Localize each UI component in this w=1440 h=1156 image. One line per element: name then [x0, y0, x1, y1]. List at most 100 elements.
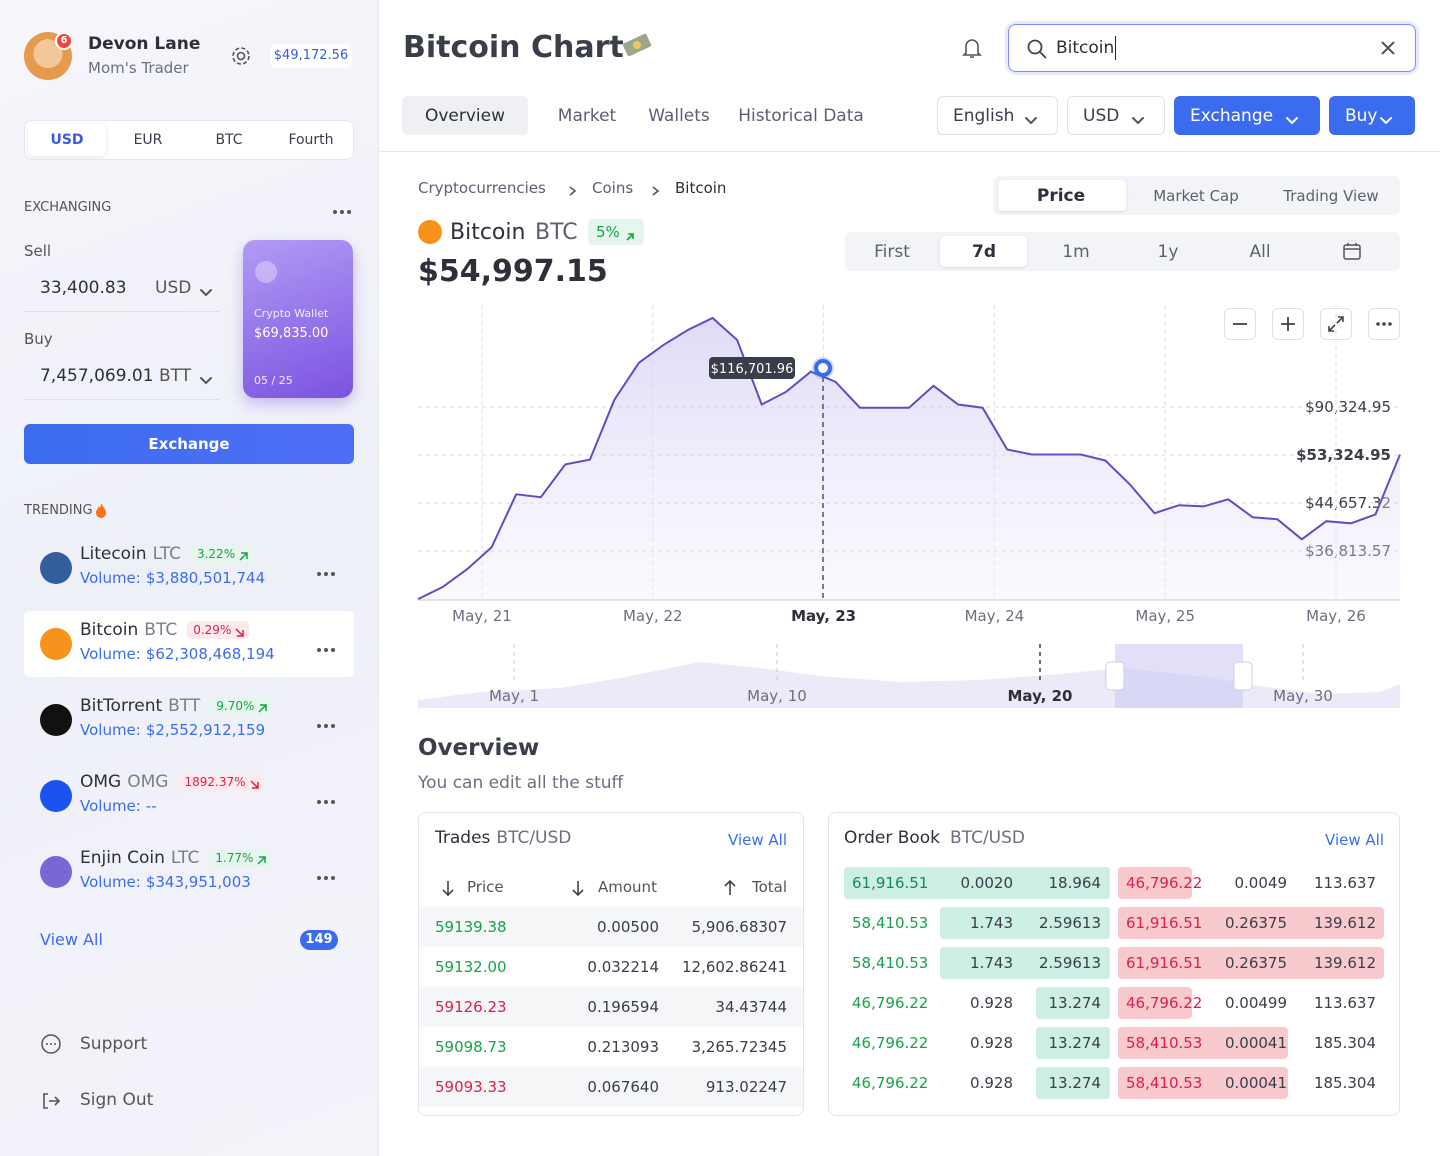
pair: BTC/USD [496, 828, 572, 848]
range-tab[interactable]: 7d [972, 242, 996, 262]
currency-tab[interactable]: Fourth [288, 132, 334, 148]
ask-price: 46,796.22 [1126, 873, 1203, 892]
settings-icon [230, 45, 252, 67]
section-heading: TRENDING [24, 503, 93, 518]
control-glyph [1376, 322, 1392, 326]
nav-link[interactable]: Support [80, 1034, 148, 1054]
view-all[interactable]: View All [728, 830, 787, 849]
row-stripe [419, 1067, 803, 1107]
row-stripe [419, 987, 803, 1027]
coin-symbol: BTC [144, 620, 178, 640]
fire-icon-glyph [96, 503, 106, 518]
chart-control[interactable] [1272, 308, 1304, 340]
change-pill: 1.77% [209, 849, 272, 867]
chart-control[interactable] [1320, 308, 1352, 340]
user-role: Mom's Trader [88, 58, 189, 77]
title: Trades [435, 828, 491, 848]
count: 149 [305, 932, 333, 947]
ask-price: 46,796.22 [1126, 993, 1203, 1012]
range-tab[interactable]: 1y [1157, 242, 1179, 262]
volume-row: Volume: $343,951,003 [80, 873, 251, 891]
trade-total: 3,265.72345 [691, 1037, 787, 1056]
navigator-handle [1233, 661, 1253, 691]
range-tabs [845, 232, 1400, 271]
volume: $343,951,003 [145, 873, 251, 891]
currency-select[interactable] [1067, 96, 1165, 135]
breadcrumb-item[interactable]: Cryptocurrencies [418, 178, 546, 197]
price-label: $90,324.95 [1305, 398, 1391, 416]
bid-amount: 0.928 [970, 1073, 1013, 1092]
trade-total: 5,906.68307 [691, 917, 787, 936]
range-tab[interactable]: 1m [1062, 242, 1090, 262]
arrow [249, 780, 259, 789]
x-label: May, 26 [1306, 607, 1366, 625]
view-all[interactable]: View All [40, 930, 103, 949]
trade-total: 913.02247 [705, 1077, 787, 1096]
range-tab[interactable]: First [874, 242, 910, 262]
sort-icon-glyph [572, 881, 584, 897]
currency-tab[interactable]: EUR [133, 132, 163, 148]
chevron-glyph [1380, 117, 1392, 125]
currency-tab[interactable]: USD [50, 132, 84, 148]
ask-depth [1118, 947, 1384, 979]
trend-arrow [625, 227, 635, 241]
language-select[interactable] [937, 96, 1058, 135]
trade-price: 59093.33 [435, 1077, 507, 1096]
coin-icon [40, 704, 72, 736]
wallet-card [243, 240, 353, 398]
search-box[interactable] [1008, 24, 1416, 72]
bid-amount: 1.743 [970, 953, 1013, 972]
navigator-label: May, 20 [1008, 687, 1073, 705]
chevron-glyph [1025, 117, 1037, 125]
change: 3.22% [196, 547, 236, 561]
card-name: Crypto Wallet [254, 306, 329, 320]
trend-arrow [258, 702, 268, 716]
section-title: Overview [418, 735, 540, 761]
chart-tab[interactable]: Price [1036, 186, 1086, 206]
ask-amount: 0.00041 [1224, 1073, 1287, 1092]
coin-name-row: Enjin Coin LTC 1.77% [80, 848, 272, 868]
exchange-menu[interactable] [1174, 96, 1320, 135]
control-glyph [1328, 316, 1344, 332]
card-amount: $69,835.00 [254, 326, 329, 341]
ask-depth [1118, 1027, 1288, 1059]
currency-tab[interactable]: BTC [215, 132, 243, 148]
nav-tab[interactable]: Historical Data [738, 106, 864, 126]
chart-tab[interactable]: Trading View [1283, 186, 1379, 205]
bid-price: 46,796.22 [852, 993, 929, 1012]
tooltip-box [709, 357, 795, 379]
nav-tab[interactable]: Wallets [648, 106, 710, 126]
range-tab[interactable]: All [1249, 242, 1271, 262]
bid-total: 18.964 [1048, 873, 1102, 892]
nav-tab[interactable]: Market [557, 106, 617, 126]
chart-tab[interactable]: Market Cap [1153, 186, 1239, 205]
buy-menu[interactable] [1329, 96, 1415, 135]
bid-price: 46,796.22 [852, 1033, 929, 1052]
chart-control[interactable] [1368, 308, 1400, 340]
count-badge [300, 930, 338, 950]
nav-link[interactable]: Sign Out [80, 1090, 154, 1110]
chevron-glyph [1132, 117, 1144, 125]
card-title: Trades BTC/USD [435, 828, 571, 848]
nav-tab[interactable]: Overview [424, 106, 506, 126]
volume: $2,552,912,159 [145, 721, 266, 739]
volume-row: Volume: $2,552,912,159 [80, 721, 265, 739]
navigator-label: May, 1 [489, 687, 539, 705]
chevron [1285, 111, 1299, 125]
bid-depth [1036, 1067, 1110, 1099]
card-logo [255, 261, 277, 283]
clear-icon-glyph [1381, 41, 1395, 55]
navigator-window [1115, 644, 1243, 708]
currency: BTT [159, 366, 192, 386]
x-label: May, 23 [791, 607, 856, 625]
chart-control[interactable] [1224, 308, 1256, 340]
breadcrumb-item[interactable]: Coins [592, 178, 634, 197]
trade-amount: 0.213093 [587, 1037, 659, 1056]
view-all[interactable]: View All [1325, 830, 1384, 849]
range-tab-active [940, 236, 1027, 267]
change: 1.77% [215, 851, 254, 865]
exchange-button[interactable] [24, 424, 354, 464]
button-label: Buy [1345, 106, 1378, 126]
breadcrumb-item[interactable]: Bitcoin [675, 178, 727, 197]
